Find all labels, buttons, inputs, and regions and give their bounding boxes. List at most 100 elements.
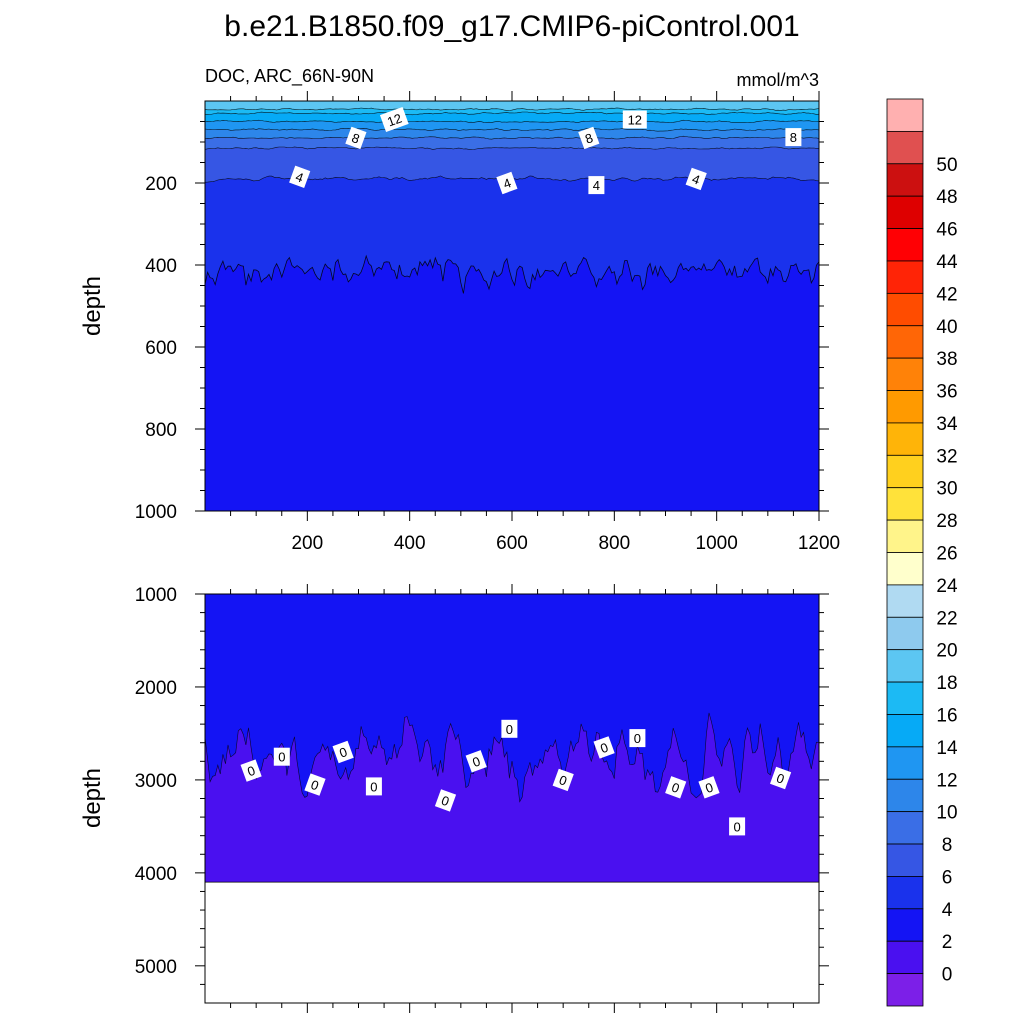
lower-contour-label-text: 0 — [278, 750, 285, 765]
lower-axis-ticks: 1000 2000 3000 4000 5000 — [135, 584, 829, 1013]
upper-y-tick-label: 200 — [145, 174, 177, 195]
lower-contour-label-box — [593, 736, 615, 759]
lower-contour-label-0: 0 — [240, 759, 262, 782]
upper-contour-line-6 — [204, 146, 820, 151]
lower-contour-label-text: 0 — [670, 779, 682, 796]
lower-contour-label-text: 0 — [370, 779, 377, 794]
colorbar-swatch — [886, 778, 924, 813]
colorbar-swatch — [886, 681, 924, 715]
upper-contour-line-12 — [204, 119, 820, 123]
upper-axis-ticks: 200 400 600 800 1000 1200 200 400 600 800 1000 — [135, 91, 840, 554]
lower-contour-label-1: 0 — [273, 747, 290, 766]
upper-contour-label-box — [685, 167, 707, 191]
lower-contour-label-text: 0 — [557, 772, 569, 789]
upper-fill-level-2 — [205, 256, 819, 511]
lower-contour-label-box — [552, 768, 574, 792]
figure-title: b.e21.B1850.f09_g17.CMIP6-piControl.001 — [224, 10, 799, 43]
colorbar-label: 28 — [936, 511, 957, 532]
colorbar-swatch — [886, 422, 924, 456]
colorbar-swatch — [886, 454, 924, 489]
lower-contour-label-14: 0 — [770, 766, 792, 790]
colorbar-label: 10 — [936, 803, 957, 824]
colorbar-swatch — [886, 714, 924, 748]
lower-contour-label-box — [465, 750, 487, 773]
colorbar-label: 36 — [936, 382, 957, 403]
lower-contour-label-text: 0 — [703, 779, 715, 796]
colorbar-label: 18 — [936, 673, 957, 694]
upper-x-tick-label: 1200 — [798, 533, 840, 554]
lower-contour-line-0 — [204, 712, 820, 803]
colorbar-swatch — [886, 973, 924, 1007]
upper-contour-labels: 12 12 8 8 8 4 4 4 4 — [289, 106, 802, 195]
colorbar-label: 42 — [936, 284, 957, 305]
colorbar-swatch — [886, 552, 924, 586]
upper-contour-label-box — [289, 165, 311, 188]
colorbar-label: 20 — [936, 641, 957, 662]
upper-y-tick-label: 400 — [145, 256, 177, 277]
lower-contour-label-box — [629, 729, 646, 748]
upper-contour-line-8 — [204, 135, 820, 140]
upper-left-label: DOC, ARC_66N-90N — [205, 66, 374, 87]
upper-contour-label-text: 12 — [385, 110, 404, 129]
upper-panel: 12 12 8 8 8 4 4 4 4 200 400 600 800 1000 1200 200 400 60… — [79, 66, 840, 554]
colorbar-swatch — [886, 876, 924, 910]
colorbar-label: 48 — [936, 187, 957, 208]
upper-y-tick-label: 800 — [145, 420, 177, 441]
lower-contour-label-text: 0 — [439, 793, 451, 810]
colorbar-label: 26 — [936, 544, 957, 565]
upper-contour-label-8: 4 — [685, 167, 707, 191]
colorbar-label: 44 — [936, 252, 958, 273]
colorbar-swatch — [886, 616, 924, 651]
lower-contour-label-6: 0 — [465, 750, 487, 773]
upper-contour-label-0: 12 — [379, 106, 409, 133]
colorbar-label: 40 — [936, 317, 957, 338]
upper-contour-label-4: 8 — [785, 128, 802, 147]
upper-contour-label-box — [379, 106, 409, 133]
upper-contour-label-text: 4 — [501, 175, 513, 192]
lower-contour-label-10: 0 — [629, 729, 646, 748]
colorbar-swatch — [886, 260, 924, 294]
colorbar-swatch — [886, 130, 924, 165]
colorbar-swatch — [886, 584, 924, 618]
upper-y-axis-label: depth — [79, 276, 106, 336]
lower-contour-label-text: 0 — [470, 753, 482, 770]
lower-contour-label-3: 0 — [332, 740, 354, 764]
lower-contour-label-text: 0 — [506, 722, 513, 737]
upper-contour-label-5: 4 — [289, 165, 311, 188]
upper-y-tick-label: 1000 — [135, 502, 177, 523]
upper-right-label: mmol/m^3 — [737, 70, 819, 90]
colorbar-swatch — [886, 746, 924, 780]
upper-contour-label-text: 4 — [593, 178, 600, 193]
upper-contour-fills — [205, 101, 819, 512]
upper-x-tick-label: 1000 — [696, 533, 738, 554]
upper-x-tick-label: 200 — [291, 533, 323, 554]
lower-contour-label-box — [501, 719, 518, 738]
lower-y-tick-label: 1000 — [135, 585, 177, 606]
upper-contour-label-box — [496, 171, 518, 195]
lower-contour-label-13: 0 — [729, 817, 746, 836]
lower-contour-label-8: 0 — [552, 768, 574, 792]
colorbar-label: 12 — [936, 770, 957, 791]
lower-contour-fills — [205, 594, 819, 883]
lower-fill-level-0 — [205, 712, 819, 883]
colorbar-label: 50 — [936, 155, 957, 176]
upper-contour-label-7: 4 — [588, 176, 605, 195]
lower-contour-label-text: 0 — [634, 731, 641, 746]
colorbar-swatch — [886, 98, 924, 132]
colorbar-swatch — [886, 163, 924, 197]
lower-contour-label-box — [665, 776, 687, 799]
lower-contour-label-7: 0 — [501, 719, 518, 738]
upper-contour-line-14 — [204, 111, 820, 116]
upper-contour-label-box — [345, 126, 367, 150]
lower-contour-label-11: 0 — [665, 776, 687, 799]
colorbar-swatch — [886, 228, 924, 262]
colorbar-label: 32 — [936, 446, 957, 467]
lower-contour-label-text: 0 — [309, 777, 321, 794]
lower-contour-label-9: 0 — [593, 736, 615, 759]
upper-contour-line-10 — [204, 127, 820, 132]
upper-contour-label-box — [622, 110, 647, 129]
upper-contour-label-box — [785, 128, 802, 147]
lower-contour-label-box — [434, 789, 457, 812]
colorbar-label: 8 — [942, 835, 953, 856]
